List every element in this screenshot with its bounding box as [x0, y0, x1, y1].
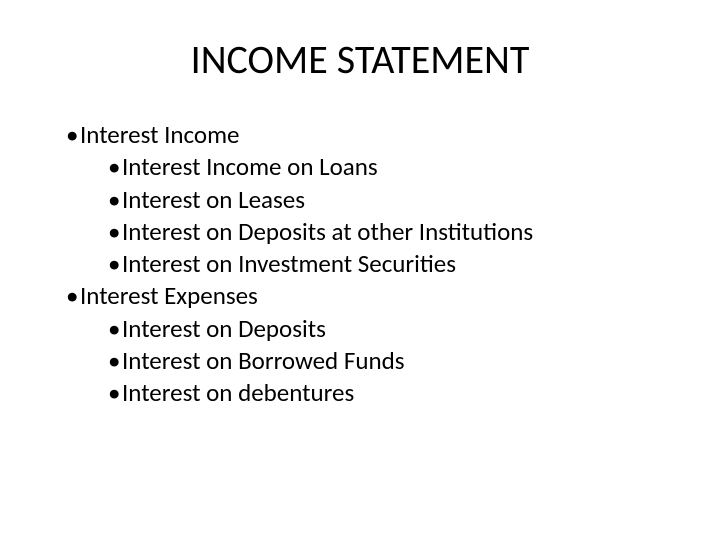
slide-content: •Interest Income •Interest Income on Loa…	[50, 119, 670, 408]
bullet-text: Interest Income	[80, 119, 240, 150]
bullet-text: Interest Expenses	[80, 280, 258, 311]
bullet-text: Interest on Investment Securities	[122, 248, 456, 279]
bullet-level1: •Interest Income	[66, 119, 670, 150]
bullet-text: Interest on Leases	[122, 184, 305, 215]
bullet-text: Interest on Deposits at other Institutio…	[122, 216, 533, 247]
bullet-level2: •Interest on Investment Securities	[108, 248, 670, 279]
bullet-level2: •Interest on Leases	[108, 184, 670, 215]
slide-container: INCOME STATEMENT •Interest Income •Inter…	[0, 0, 720, 540]
slide-title: INCOME STATEMENT	[50, 35, 670, 84]
bullet-level2: •Interest on Borrowed Funds	[108, 345, 670, 376]
bullet-level2: •Interest on Deposits	[108, 313, 670, 344]
bullet-level2: •Interest on debentures	[108, 377, 670, 408]
bullet-level2: •Interest on Deposits at other Instituti…	[108, 216, 670, 247]
bullet-level1: •Interest Expenses	[66, 280, 670, 311]
bullet-text: Interest on Borrowed Funds	[122, 345, 405, 376]
bullet-text: Interest on Deposits	[122, 313, 326, 344]
bullet-text: Interest on debentures	[122, 377, 354, 408]
bullet-level2: •Interest Income on Loans	[108, 151, 670, 182]
bullet-text: Interest Income on Loans	[122, 151, 378, 182]
